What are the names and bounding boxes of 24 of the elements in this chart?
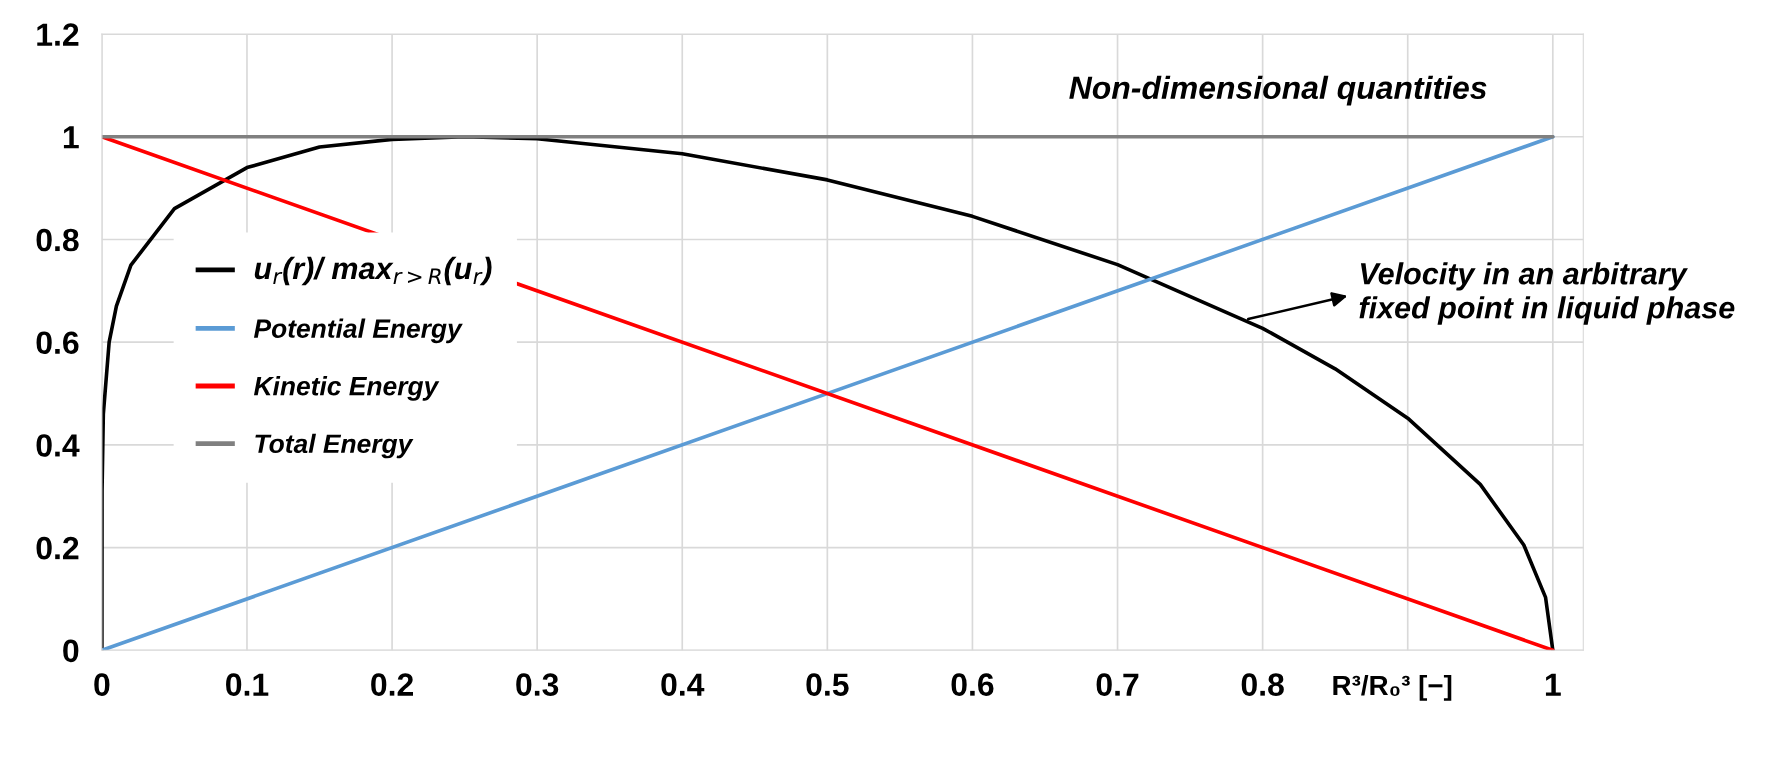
x-tick-label: 0.3 <box>516 673 559 696</box>
x-tick-label: 0.7 <box>1096 673 1139 696</box>
y-tick-label: 0.2 <box>36 536 79 560</box>
y-tick-label: 1.2 <box>37 23 79 46</box>
y-tick-label: 0 <box>63 639 79 663</box>
x-tick-label: 0.8 <box>1241 673 1284 696</box>
x-tick-label: 0.5 <box>806 673 849 696</box>
x-tick-label: 0.6 <box>951 673 994 696</box>
y-tick-label: 0.8 <box>36 228 79 252</box>
y-tick-label: 1 <box>63 126 79 149</box>
legend-label: u$_{r}$(r)/ max$_{r>R}$(u$_{r}$) <box>254 256 492 286</box>
legend-label: Total Energy <box>255 433 414 459</box>
x-tick-label: 0.1 <box>226 673 269 696</box>
x-tick-label: 0.4 <box>661 673 705 696</box>
x-tick-label: 0.2 <box>371 673 413 696</box>
y-tick-label: 0.6 <box>36 331 79 355</box>
x-tick-label: 0 <box>94 673 110 696</box>
text: Non-dimensional quantities <box>1069 75 1487 106</box>
x-axis-title: R³/R₀³ [−] <box>1333 674 1452 701</box>
x-tick-label: 1 <box>1545 673 1561 696</box>
legend-label: Kinetic Energy <box>253 376 440 401</box>
legend-label: Potential Energy <box>253 318 463 344</box>
annotation: Velocity in an arbitrary fixed point in liquid phase <box>1359 262 1735 325</box>
y-tick-label: 0.4 <box>36 434 80 457</box>
